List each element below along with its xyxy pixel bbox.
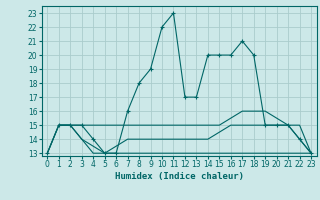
X-axis label: Humidex (Indice chaleur): Humidex (Indice chaleur) <box>115 172 244 181</box>
